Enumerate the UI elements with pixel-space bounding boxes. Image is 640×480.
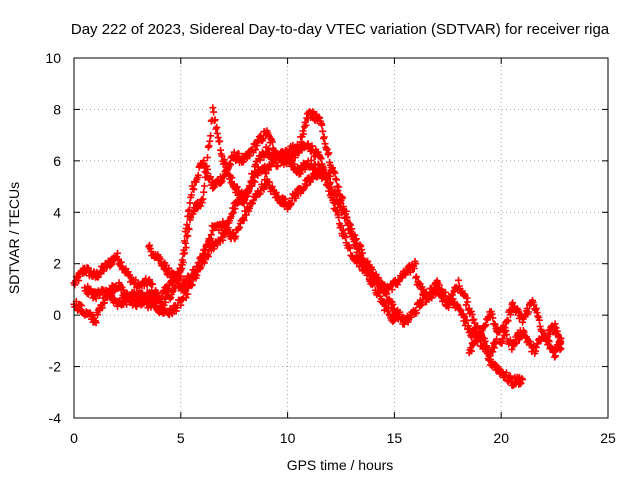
grid bbox=[74, 58, 608, 418]
y-tick-label: -2 bbox=[49, 359, 62, 375]
y-tick-label: 10 bbox=[45, 50, 61, 66]
y-tick-label: 6 bbox=[53, 153, 61, 169]
y-tick-label: 4 bbox=[53, 204, 61, 220]
chart-title: Day 222 of 2023, Sidereal Day-to-day VTE… bbox=[71, 21, 610, 38]
data-point-markers bbox=[465, 322, 565, 363]
y-axis-label: SDTVAR / TECUs bbox=[6, 182, 22, 294]
x-tick-label: 5 bbox=[177, 430, 185, 446]
y-tick-label: -4 bbox=[49, 410, 62, 426]
axis-ticks: 0 5 10 15 20 25 -4 -2 0 2 4 6 8 10 bbox=[45, 50, 616, 446]
x-axis-label: GPS time / hours bbox=[287, 457, 394, 473]
y-tick-label: 8 bbox=[53, 101, 61, 117]
x-tick-label: 15 bbox=[387, 430, 403, 446]
data-marks bbox=[70, 104, 565, 389]
plot-frame bbox=[73, 57, 609, 419]
x-tick-label: 20 bbox=[493, 430, 509, 446]
y-tick-label: 0 bbox=[53, 307, 61, 323]
data-point-markers bbox=[81, 104, 334, 315]
y-tick-label: 2 bbox=[53, 256, 61, 272]
x-tick-label: 10 bbox=[280, 430, 296, 446]
x-tick-label: 25 bbox=[600, 430, 616, 446]
series-track-4 bbox=[81, 104, 334, 315]
series-track-6 bbox=[465, 322, 565, 363]
x-tick-label: 0 bbox=[70, 430, 78, 446]
